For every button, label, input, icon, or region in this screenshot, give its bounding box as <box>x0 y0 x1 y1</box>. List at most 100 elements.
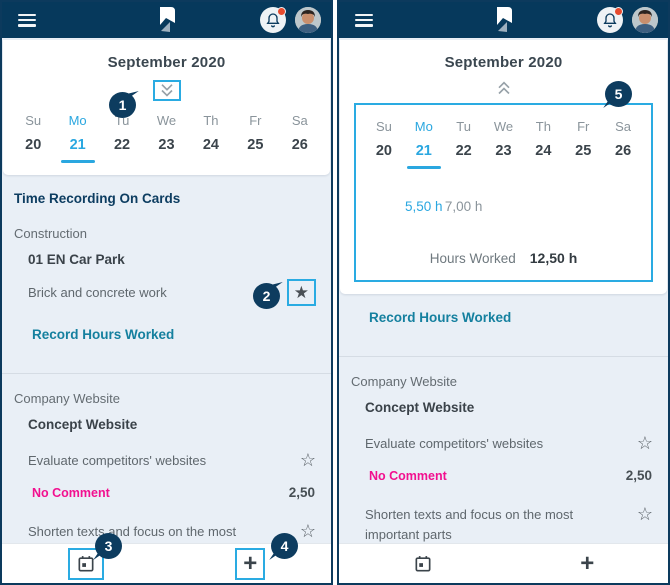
app-logo-icon <box>492 6 516 39</box>
user-avatar[interactable] <box>295 7 321 33</box>
callout-5: 5 <box>605 81 632 107</box>
month-title: September 2020 <box>444 54 563 71</box>
star-filled-icon[interactable]: ★ <box>293 283 309 302</box>
card-title[interactable]: 01 EN Car Park <box>28 252 125 267</box>
day-hours-row: 5,50 h 7,00 h <box>356 169 651 214</box>
section-divider <box>339 356 668 357</box>
weekday-label[interactable]: Su <box>25 113 42 128</box>
day-hours-selected: 5,50 h <box>405 199 443 214</box>
star-outline-icon[interactable]: ☆ <box>299 521 316 542</box>
callout-4: 4 <box>271 533 298 559</box>
menu-icon[interactable] <box>18 13 36 27</box>
weekday-label[interactable]: Fr <box>577 119 590 134</box>
task-hours-value: 2,50 <box>288 485 315 501</box>
plus-icon: + <box>580 549 595 577</box>
day-hours: 7,00 h <box>444 199 483 214</box>
phone-screen-expanded: September 2020 Su Mo Tu We Th Fr Sa 20 <box>337 0 670 585</box>
comment-row: No Comment 2,50 <box>32 485 315 500</box>
star-outline-icon[interactable]: ☆ <box>299 450 316 470</box>
weekday-label[interactable]: Fr <box>249 113 262 128</box>
plus-icon: + <box>243 549 258 577</box>
task-row: Shorten texts and focus on the most impo… <box>365 505 653 545</box>
weekday-label[interactable]: Sa <box>291 113 308 128</box>
add-entry-button[interactable]: + <box>574 550 600 578</box>
date-cell[interactable]: 20 <box>25 137 42 153</box>
calendar-card: September 2020 Su Mo Tu We Th Fr Sa 20 <box>340 40 667 294</box>
calendar-view-button[interactable] <box>67 547 104 580</box>
calendar-card: September 2020 Su Mo Tu We Th Fr Sa 20 <box>3 40 330 175</box>
date-row: 20 21 22 23 24 25 26 <box>3 128 330 163</box>
weekday-label-selected[interactable]: Mo <box>68 113 87 128</box>
date-cell[interactable]: 23 <box>158 137 175 153</box>
task-title[interactable]: Brick and concrete work <box>28 285 167 300</box>
weekday-label[interactable]: We <box>156 113 177 128</box>
collapse-week-button[interactable] <box>492 80 516 97</box>
day-hours <box>484 169 524 199</box>
notifications-bell-icon[interactable] <box>260 7 286 33</box>
day-hours <box>563 169 603 199</box>
week-total-row: Hours Worked 12,50 h <box>356 250 651 266</box>
no-comment-label[interactable]: No Comment <box>369 469 447 484</box>
weekday-label-selected[interactable]: Mo <box>414 119 433 134</box>
weekday-row: Su Mo Tu We Th Fr Sa <box>356 113 651 134</box>
date-cell[interactable]: 26 <box>615 143 632 159</box>
record-hours-link[interactable]: Record Hours Worked <box>369 310 512 325</box>
task-row: Evaluate competitors' websites ☆ <box>365 434 653 454</box>
no-comment-label[interactable]: No Comment <box>32 486 110 501</box>
phone-screen-collapsed: September 2020 Su Mo Tu We Th Fr Sa 20 <box>0 0 333 585</box>
date-cell-selected[interactable]: 21 <box>55 128 99 163</box>
chevron-double-up-icon <box>497 81 510 95</box>
date-cell[interactable]: 26 <box>291 137 308 153</box>
calendar-icon <box>78 555 94 571</box>
callout-1: 1 <box>109 92 136 118</box>
menu-icon[interactable] <box>355 13 373 27</box>
user-avatar[interactable] <box>632 7 658 33</box>
month-title: September 2020 <box>107 54 226 71</box>
calendar-view-button[interactable] <box>407 550 439 578</box>
notifications-bell-icon[interactable] <box>597 7 623 33</box>
task-title[interactable]: Shorten texts and focus on the most impo… <box>365 507 574 543</box>
total-hours-label: Hours Worked <box>429 251 516 266</box>
date-cell[interactable]: 23 <box>495 143 512 159</box>
day-hours <box>364 169 404 199</box>
date-cell[interactable]: 24 <box>202 137 219 153</box>
task-title[interactable]: Evaluate competitors' websites <box>365 436 544 451</box>
weekday-label[interactable]: Tu <box>456 119 471 134</box>
day-hours <box>603 169 643 199</box>
date-cell[interactable]: 22 <box>113 137 131 153</box>
weekday-row: Su Mo Tu We Th Fr Sa <box>3 107 330 128</box>
calendar-icon <box>415 555 431 571</box>
app-header <box>339 2 668 38</box>
favorite-star-highlight-box: ★ <box>286 279 316 306</box>
weekday-label[interactable]: Th <box>535 119 551 134</box>
date-cell[interactable]: 25 <box>247 137 264 153</box>
weekday-label[interactable]: Su <box>375 119 392 134</box>
callout-3: 3 <box>95 533 122 559</box>
notification-badge <box>614 7 623 16</box>
star-outline-icon[interactable]: ☆ <box>636 433 653 453</box>
card-title[interactable]: Concept Website <box>365 400 475 415</box>
date-cell-selected[interactable]: 21 <box>404 134 444 169</box>
project-label: Construction <box>14 226 87 241</box>
weekday-label[interactable]: We <box>493 119 514 134</box>
notification-badge <box>277 7 286 16</box>
section-heading: Time Recording On Cards <box>14 191 181 206</box>
date-cell[interactable]: 25 <box>575 143 592 159</box>
record-hours-link[interactable]: Record Hours Worked <box>32 327 175 342</box>
date-cell[interactable]: 24 <box>535 143 552 159</box>
add-entry-button[interactable]: + <box>235 547 266 580</box>
weekday-label[interactable]: Th <box>203 113 219 128</box>
task-row: Evaluate competitors' websites ☆ <box>28 451 316 471</box>
project-label: Company Website <box>14 391 120 406</box>
expand-week-button[interactable] <box>152 80 181 101</box>
card-title[interactable]: Concept Website <box>28 417 138 432</box>
task-row: Brick and concrete work ★ <box>28 279 316 306</box>
weekday-label[interactable]: Sa <box>615 119 632 134</box>
task-title[interactable]: Evaluate competitors' websites <box>28 453 207 468</box>
date-cell[interactable]: 22 <box>455 143 472 159</box>
star-outline-icon[interactable]: ☆ <box>636 504 653 525</box>
day-hours <box>523 169 563 199</box>
date-cell[interactable]: 20 <box>375 143 392 159</box>
callout-2: 2 <box>253 283 280 309</box>
